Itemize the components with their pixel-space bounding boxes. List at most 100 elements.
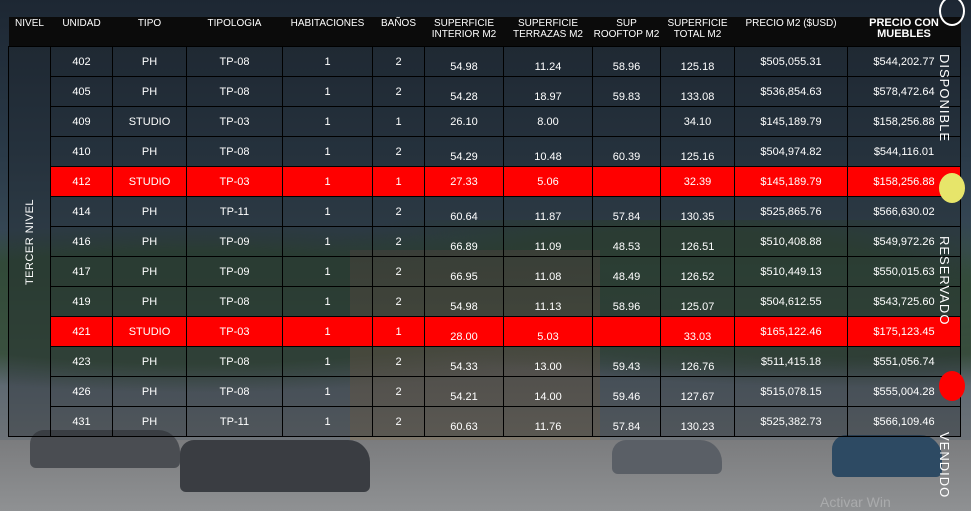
cell-tipo: STUDIO (112, 166, 187, 197)
cell-precio-muebles: $566,109.46 (847, 406, 961, 437)
cell-sup-total: 126.76 (660, 346, 735, 377)
cell-tipo: PH (112, 346, 187, 377)
cell-sup-interior: 28.00 (424, 316, 504, 347)
cell-tipologia: TP-08 (186, 46, 283, 77)
cell-sup-interior-value: 54.28 (450, 90, 478, 103)
cell-precio-muebles: $550,015.63 (847, 256, 961, 287)
cell-sup-terrazas: 14.00 (503, 376, 593, 407)
cell-sup-terrazas-value: 5.03 (537, 330, 559, 343)
cell-banos: 1 (372, 106, 425, 137)
cell-banos: 2 (372, 256, 425, 287)
cell-sup-interior-value: 54.98 (450, 60, 478, 73)
cell-sup-terrazas: 11.24 (503, 46, 593, 77)
cell-sup-interior-value: 54.21 (450, 390, 478, 403)
cell-sup-terrazas-value: 11.09 (534, 240, 562, 253)
cell-sup-total: 130.35 (660, 196, 735, 227)
cell-habitaciones: 1 (282, 166, 373, 197)
table-row: 419 PH TP-08 1 2 54.98 11.13 58.96 125.07 $504,61… (9, 286, 961, 317)
cell-precio-m2: $510,408.88 (734, 226, 848, 257)
cell-unidad: 416 (50, 226, 113, 257)
header-sup-rooftop: SUP ROOFTOP M2 (592, 17, 661, 47)
cell-precio-muebles: $551,056.74 (847, 346, 961, 377)
cell-banos: 2 (372, 406, 425, 437)
cell-tipo: PH (112, 256, 187, 287)
cell-banos: 2 (372, 46, 425, 77)
cell-tipo: PH (112, 76, 187, 107)
vendido-circle-icon (939, 371, 965, 401)
cell-sup-terrazas-value: 11.87 (534, 210, 562, 223)
cell-habitaciones: 1 (282, 316, 373, 347)
cell-sup-interior-value: 54.33 (450, 360, 478, 373)
cell-sup-terrazas-value: 11.76 (534, 420, 562, 433)
cell-sup-total-value: 130.23 (680, 420, 715, 433)
cell-precio-m2: $504,612.55 (734, 286, 848, 317)
legend-reservado: RESERVADO (937, 236, 952, 326)
cell-sup-terrazas-value: 14.00 (534, 390, 562, 403)
legend-vendido: VENDIDO (937, 432, 952, 499)
cell-sup-terrazas: 11.76 (503, 406, 593, 437)
cell-sup-terrazas: 11.87 (503, 196, 593, 227)
reservado-circle-icon (939, 173, 965, 203)
cell-tipologia: TP-11 (186, 406, 283, 437)
cell-habitaciones: 1 (282, 286, 373, 317)
header-unidad: UNIDAD (50, 17, 113, 47)
cell-sup-rooftop: 57.84 (592, 196, 661, 227)
cell-unidad: 417 (50, 256, 113, 287)
cell-banos: 2 (372, 346, 425, 377)
cell-tipo: PH (112, 286, 187, 317)
cell-sup-total-value: 125.16 (680, 150, 715, 163)
cell-sup-total: 34.10 (660, 106, 735, 137)
cell-unidad: 402 (50, 46, 113, 77)
cell-sup-terrazas-value: 11.08 (534, 270, 562, 283)
cell-habitaciones: 1 (282, 46, 373, 77)
cell-tipologia: TP-08 (186, 136, 283, 167)
cell-tipo: PH (112, 376, 187, 407)
table-row: 417 PH TP-09 1 2 66.95 11.08 48.49 126.52 $510,44… (9, 256, 961, 287)
table-row: 431 PH TP-11 1 2 60.63 11.76 57.84 130.23 $525,38… (9, 406, 961, 437)
cell-sup-terrazas: 8.00 (503, 106, 593, 137)
cell-tipologia: TP-03 (186, 316, 283, 347)
cell-sup-terrazas-value: 13.00 (534, 360, 562, 373)
cell-sup-rooftop: 57.84 (592, 406, 661, 437)
cell-sup-rooftop-value: 48.49 (612, 270, 641, 283)
cell-sup-total: 125.07 (660, 286, 735, 317)
cell-precio-m2: $525,865.76 (734, 196, 848, 227)
cell-sup-total: 126.51 (660, 226, 735, 257)
table-row: 412 STUDIO TP-03 1 1 27.33 5.06 32.39 $145,189.7… (9, 166, 961, 197)
cell-unidad: 412 (50, 166, 113, 197)
cell-sup-interior: 54.28 (424, 76, 504, 107)
table-header-row: NIVEL UNIDAD TIPO TIPOLOGIA HABITACIONES… (8, 17, 961, 47)
cell-tipologia: TP-03 (186, 166, 283, 197)
cell-sup-terrazas-value: 18.97 (534, 90, 562, 103)
cell-sup-interior-value: 28.00 (450, 330, 478, 343)
cell-sup-rooftop (592, 106, 661, 137)
cell-sup-total: 125.18 (660, 46, 735, 77)
cell-precio-muebles: $544,116.01 (847, 136, 961, 167)
cell-sup-rooftop-value: 59.83 (612, 90, 641, 103)
cell-banos: 2 (372, 286, 425, 317)
cell-unidad: 419 (50, 286, 113, 317)
header-tipologia: TIPOLOGIA (186, 17, 283, 47)
cell-sup-interior: 27.33 (424, 166, 504, 197)
cell-precio-m2: $525,382.73 (734, 406, 848, 437)
cell-sup-rooftop (592, 166, 661, 197)
cell-sup-interior: 54.33 (424, 346, 504, 377)
cell-habitaciones: 1 (282, 226, 373, 257)
cell-banos: 2 (372, 226, 425, 257)
cell-tipologia: TP-09 (186, 226, 283, 257)
cell-tipo: PH (112, 406, 187, 437)
cell-sup-interior: 66.89 (424, 226, 504, 257)
cell-sup-interior: 54.98 (424, 46, 504, 77)
cell-banos: 1 (372, 166, 425, 197)
cell-sup-rooftop: 60.39 (592, 136, 661, 167)
header-habitaciones: HABITACIONES (282, 17, 373, 47)
cell-precio-m2: $511,415.18 (734, 346, 848, 377)
cell-precio-m2: $505,055.31 (734, 46, 848, 77)
cell-tipo: STUDIO (112, 316, 187, 347)
cell-tipologia: TP-03 (186, 106, 283, 137)
background-car (612, 440, 722, 474)
cell-sup-terrazas-value: 11.13 (534, 300, 562, 313)
cell-sup-interior-value: 54.29 (450, 150, 478, 163)
cell-banos: 2 (372, 376, 425, 407)
header-tipo: TIPO (112, 17, 187, 47)
